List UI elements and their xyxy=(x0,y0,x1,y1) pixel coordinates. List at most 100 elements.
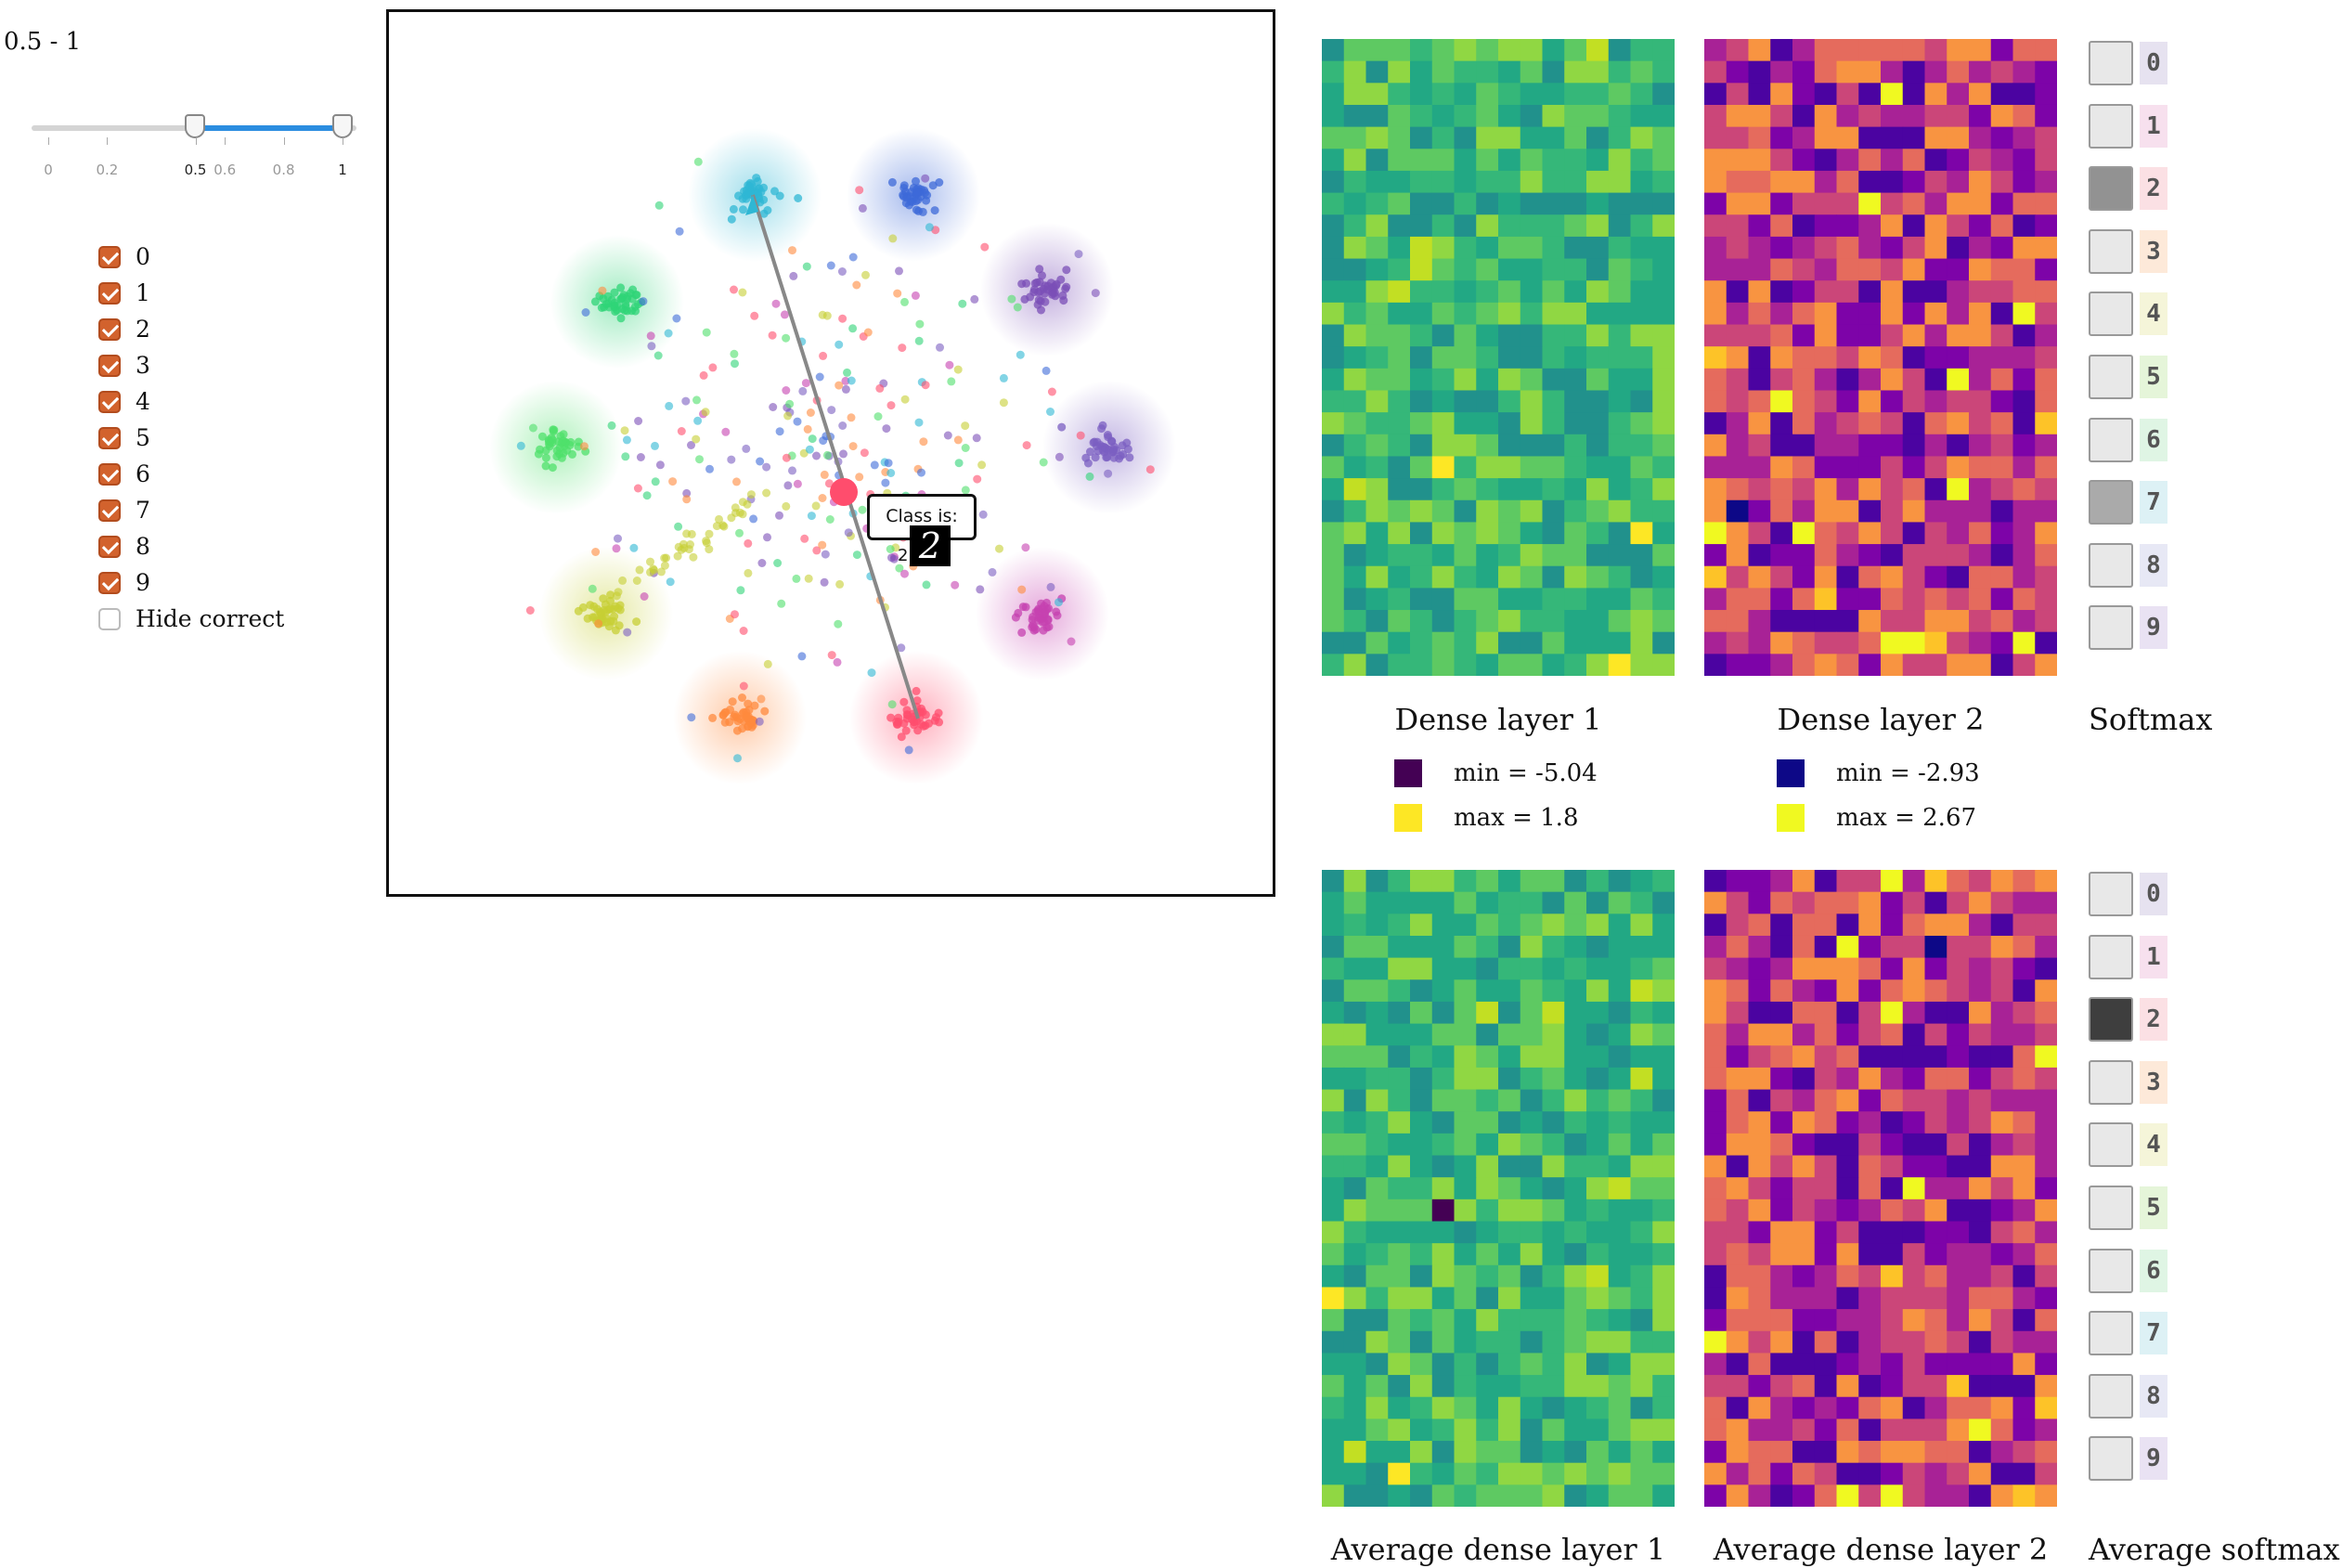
scatter-point[interactable] xyxy=(642,491,652,500)
scatter-point[interactable] xyxy=(701,408,710,417)
scatter-point[interactable] xyxy=(912,205,921,214)
scatter-point[interactable] xyxy=(914,418,924,427)
scatter-point[interactable] xyxy=(525,606,535,615)
scatter-point[interactable] xyxy=(1091,453,1100,462)
scatter-point[interactable] xyxy=(682,488,692,498)
scatter-point[interactable] xyxy=(602,614,611,623)
scatter-point[interactable] xyxy=(733,754,742,763)
scatter-point[interactable] xyxy=(912,696,922,706)
scatter-point[interactable] xyxy=(912,176,920,186)
class-0-row[interactable]: 0 xyxy=(98,239,284,275)
scatter-point[interactable] xyxy=(930,206,939,215)
scatter-point[interactable] xyxy=(818,540,827,550)
scatter-point[interactable] xyxy=(782,386,791,395)
scatter-point[interactable] xyxy=(858,203,867,213)
scatter-point[interactable] xyxy=(1017,279,1027,289)
scatter-point[interactable] xyxy=(821,550,830,559)
scatter-point[interactable] xyxy=(616,283,626,292)
scatter-point[interactable] xyxy=(1118,441,1127,450)
scatter-point[interactable] xyxy=(844,528,853,538)
scatter-point[interactable] xyxy=(886,401,896,410)
scatter-point[interactable] xyxy=(838,421,848,430)
scatter-point[interactable] xyxy=(873,412,883,421)
scatter-point[interactable] xyxy=(746,490,756,499)
scatter-point[interactable] xyxy=(822,311,832,320)
scatter-point[interactable] xyxy=(855,473,864,482)
scatter-point[interactable] xyxy=(913,195,923,204)
scatter-point[interactable] xyxy=(910,718,919,727)
slider-low-handle[interactable] xyxy=(185,114,205,138)
scatter-point[interactable] xyxy=(800,534,809,543)
scatter-point[interactable] xyxy=(841,376,850,385)
scatter-point[interactable] xyxy=(640,592,649,601)
confidence-range-slider[interactable]: 0 0.2 0.5 0.6 0.8 1 xyxy=(32,111,356,195)
scatter-point[interactable] xyxy=(793,417,802,426)
scatter-point[interactable] xyxy=(1103,452,1112,461)
class-1-row[interactable]: 1 xyxy=(98,275,284,311)
scatter-point[interactable] xyxy=(769,403,778,411)
scatter-point[interactable] xyxy=(730,285,738,294)
scatter-point[interactable] xyxy=(1022,441,1031,450)
scatter-point[interactable] xyxy=(629,543,639,552)
scatter-point[interactable] xyxy=(785,399,795,408)
scatter-point[interactable] xyxy=(588,584,597,593)
scatter-point[interactable] xyxy=(1016,350,1025,359)
scatter-point[interactable] xyxy=(614,588,623,597)
scatter-point[interactable] xyxy=(1035,265,1044,274)
scatter-point[interactable] xyxy=(681,396,691,406)
scatter-point[interactable] xyxy=(1085,472,1094,481)
scatter-point[interactable] xyxy=(888,234,898,243)
scatter-point[interactable] xyxy=(770,187,779,196)
scatter-point[interactable] xyxy=(1059,296,1068,305)
class-4-row[interactable]: 4 xyxy=(98,383,284,420)
scatter-point[interactable] xyxy=(1076,431,1085,440)
scatter-point[interactable] xyxy=(819,351,828,360)
scatter-point[interactable] xyxy=(788,246,796,255)
scatter-point[interactable] xyxy=(749,717,758,726)
scatter-point[interactable] xyxy=(863,328,873,337)
scatter-point[interactable] xyxy=(639,297,648,306)
scatter-point[interactable] xyxy=(682,529,692,538)
hide-correct-checkbox[interactable] xyxy=(98,607,121,630)
scatter-point[interactable] xyxy=(732,477,741,486)
scatter-point[interactable] xyxy=(1086,447,1094,457)
scatter-point[interactable] xyxy=(783,481,793,490)
scatter-point[interactable] xyxy=(843,368,851,377)
scatter-point[interactable] xyxy=(838,314,848,323)
scatter-point[interactable] xyxy=(632,617,641,627)
scatter-point[interactable] xyxy=(708,363,718,372)
scatter-point[interactable] xyxy=(886,545,895,553)
scatter-point[interactable] xyxy=(900,569,909,578)
scatter-point[interactable] xyxy=(545,442,554,451)
scatter-point[interactable] xyxy=(705,529,714,538)
scatter-point[interactable] xyxy=(730,349,739,358)
scatter-point[interactable] xyxy=(835,579,845,589)
scatter-point[interactable] xyxy=(742,707,751,717)
scatter-point[interactable] xyxy=(754,191,763,201)
scatter-point[interactable] xyxy=(1040,609,1049,618)
scatter-point[interactable] xyxy=(875,383,885,393)
scatter-point[interactable] xyxy=(783,411,793,421)
scatter-point[interactable] xyxy=(834,619,843,628)
scatter-point[interactable] xyxy=(911,291,920,300)
scatter-point[interactable] xyxy=(622,435,631,445)
scatter-point[interactable] xyxy=(692,434,701,444)
scatter-point[interactable] xyxy=(961,421,970,431)
scatter-point[interactable] xyxy=(936,343,944,352)
scatter-point[interactable] xyxy=(881,478,890,487)
scatter-point[interactable] xyxy=(973,474,982,484)
scatter-point[interactable] xyxy=(935,718,944,727)
scatter-point[interactable] xyxy=(687,441,695,449)
scatter-point[interactable] xyxy=(954,459,964,468)
scatter-point[interactable] xyxy=(611,602,620,611)
scatter-point[interactable] xyxy=(537,432,547,441)
scatter-point[interactable] xyxy=(808,434,817,444)
scatter-point[interactable] xyxy=(921,188,929,198)
scatter-point[interactable] xyxy=(729,204,738,214)
scatter-point[interactable] xyxy=(988,567,997,577)
scatter-point[interactable] xyxy=(861,270,870,279)
scatter-point[interactable] xyxy=(958,299,967,308)
scatter-point[interactable] xyxy=(731,359,739,369)
scatter-point[interactable] xyxy=(1017,628,1027,637)
selected-point[interactable] xyxy=(830,478,858,506)
